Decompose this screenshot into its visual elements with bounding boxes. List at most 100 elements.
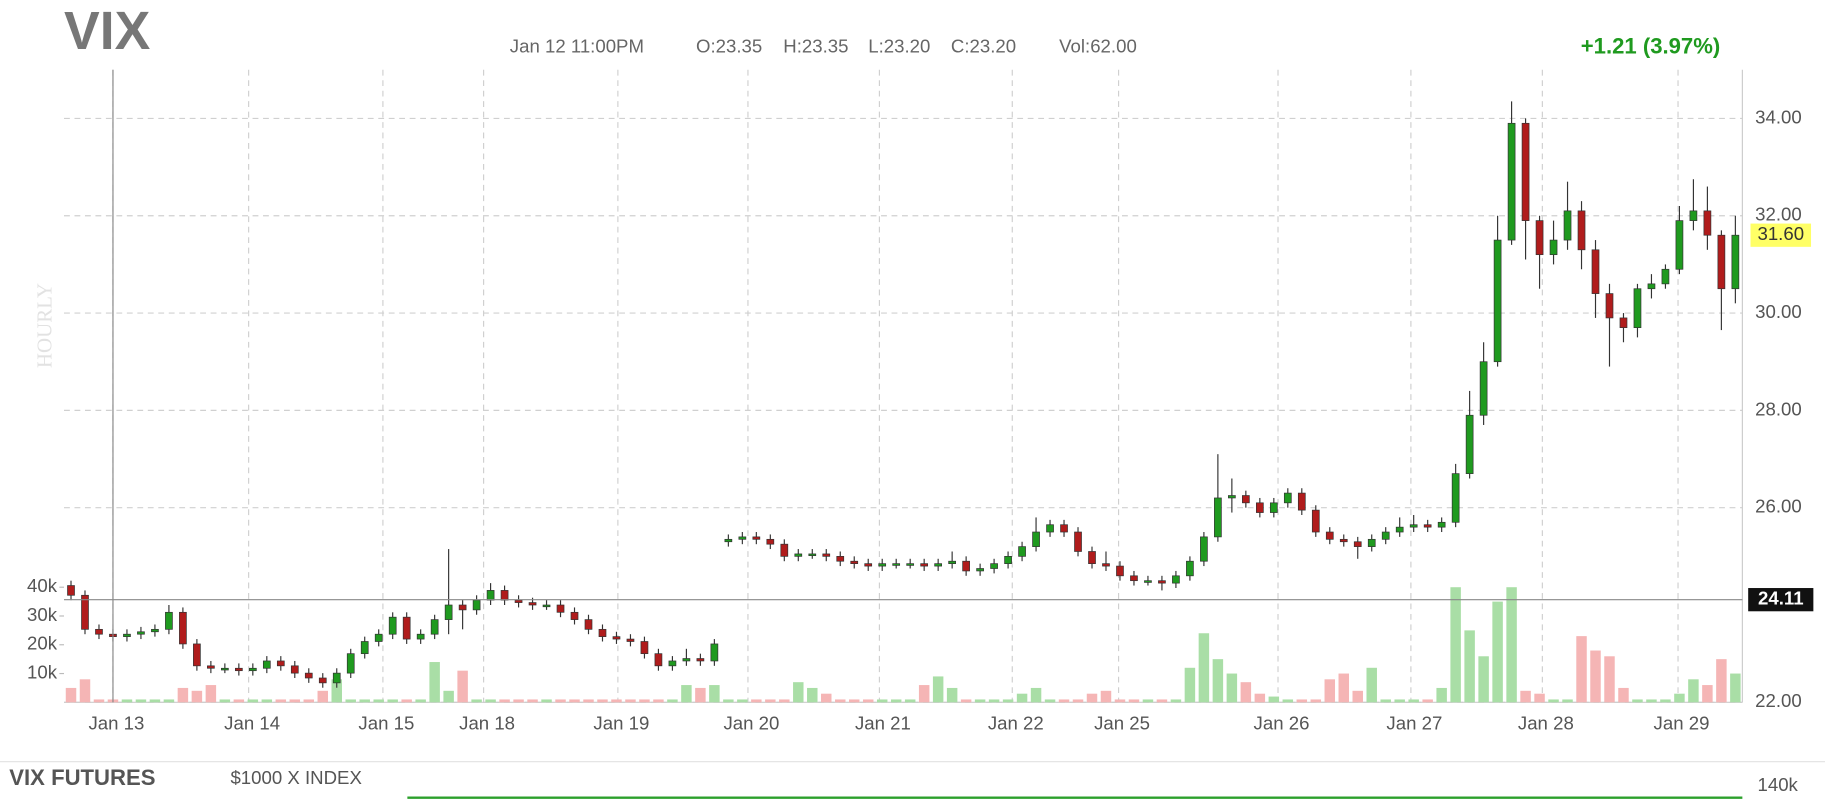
volume-bar bbox=[1030, 687, 1042, 703]
volume-bar bbox=[261, 699, 273, 703]
candle-body bbox=[738, 536, 747, 540]
volume-bar bbox=[1408, 699, 1419, 703]
volume-bar bbox=[1450, 587, 1461, 703]
interval-watermark: HOURLY bbox=[32, 283, 56, 368]
volume-bar bbox=[876, 699, 888, 703]
volume-bar bbox=[163, 699, 175, 703]
candle-body bbox=[374, 633, 383, 642]
volume-bar bbox=[1086, 693, 1098, 703]
x-tick-label: Jan 29 bbox=[1654, 712, 1710, 733]
candle-body bbox=[1074, 531, 1082, 552]
volume-bar bbox=[79, 679, 91, 703]
x-tick-label: Jan 26 bbox=[1254, 712, 1310, 733]
volume-bar bbox=[401, 699, 412, 703]
volume-bar bbox=[345, 699, 356, 703]
volume-bar bbox=[1520, 690, 1531, 703]
candle-body bbox=[598, 628, 607, 637]
volume-bar bbox=[653, 699, 664, 703]
volume-bar bbox=[1226, 673, 1238, 703]
candle-body bbox=[766, 538, 775, 545]
candle-body bbox=[81, 594, 89, 630]
candle-body bbox=[1283, 492, 1292, 504]
quote-close: C:23.20 bbox=[951, 36, 1016, 57]
candle-body bbox=[668, 660, 677, 667]
volume-bar bbox=[1380, 699, 1391, 703]
volume-bar bbox=[471, 699, 482, 703]
candle-body bbox=[1451, 473, 1460, 523]
volume-bar bbox=[233, 699, 245, 703]
candle-body bbox=[332, 672, 341, 684]
volume-bar bbox=[443, 690, 454, 703]
volume-bar bbox=[667, 699, 678, 703]
candle-body bbox=[1200, 536, 1208, 562]
volume-bar bbox=[1730, 673, 1741, 703]
crosshair-price-label: 24.11 bbox=[1758, 588, 1804, 609]
candle-body bbox=[276, 660, 285, 667]
candle-body bbox=[850, 560, 859, 564]
candle-body bbox=[262, 660, 271, 669]
y-tick-label: 22.00 bbox=[1755, 690, 1802, 711]
x-tick-label: Jan 22 bbox=[988, 712, 1044, 733]
volume-bar bbox=[1576, 636, 1587, 703]
candle-body bbox=[1633, 288, 1642, 329]
candle-body bbox=[248, 667, 257, 672]
volume-bar bbox=[932, 676, 944, 703]
candle-body bbox=[318, 677, 327, 684]
volume-bar bbox=[1688, 679, 1699, 703]
volume-bar bbox=[946, 687, 958, 703]
candle-body bbox=[458, 604, 467, 611]
candle-body bbox=[794, 553, 803, 557]
volume-bar bbox=[93, 699, 105, 703]
quote-low: L:23.20 bbox=[868, 36, 930, 57]
volume-bar bbox=[1072, 699, 1084, 703]
candle-body bbox=[1465, 414, 1474, 474]
candle-body bbox=[1032, 531, 1040, 547]
candle-body bbox=[221, 667, 229, 671]
volume-bar bbox=[1646, 699, 1657, 703]
candle-body bbox=[640, 641, 649, 655]
volume-bar bbox=[835, 699, 846, 703]
candle-body bbox=[1563, 210, 1572, 241]
volume-bar bbox=[639, 699, 650, 703]
candle-body bbox=[570, 611, 579, 620]
volume-bar bbox=[1716, 659, 1727, 703]
candle-body bbox=[1507, 122, 1516, 241]
x-tick-label: Jan 18 bbox=[459, 712, 515, 733]
volume-bar bbox=[848, 699, 860, 703]
volume-bar bbox=[1310, 699, 1322, 703]
volume-bar bbox=[177, 687, 189, 703]
volume-bar bbox=[135, 699, 147, 703]
volume-bar bbox=[583, 699, 594, 703]
candle-body bbox=[1717, 234, 1726, 290]
candle-body bbox=[822, 553, 831, 557]
candle-body bbox=[95, 628, 103, 635]
candle-body bbox=[1661, 268, 1670, 285]
volume-bar bbox=[862, 699, 874, 703]
volume-bar bbox=[681, 685, 692, 703]
candle-body bbox=[1353, 541, 1362, 547]
last-price-label: 31.60 bbox=[1757, 223, 1804, 244]
volume-tick-label: 30k bbox=[27, 604, 58, 625]
candle-body bbox=[1046, 524, 1054, 533]
candle-body bbox=[1242, 495, 1250, 504]
candle-body bbox=[962, 560, 970, 572]
volume-bar bbox=[1352, 690, 1363, 703]
candle-body bbox=[1130, 575, 1138, 582]
candle-body bbox=[1228, 495, 1236, 499]
volume-bar bbox=[541, 699, 552, 703]
candle-body bbox=[1381, 531, 1390, 540]
candle-body bbox=[486, 590, 495, 601]
candle-body bbox=[1018, 546, 1026, 557]
volume-bar bbox=[1590, 650, 1601, 703]
candle-body bbox=[1437, 521, 1446, 528]
volume-bar bbox=[457, 670, 468, 703]
volume-bar bbox=[807, 687, 818, 703]
candle-body bbox=[1619, 317, 1628, 329]
volume-bar bbox=[1534, 693, 1545, 703]
volume-bar bbox=[723, 699, 734, 703]
volume-bar bbox=[793, 682, 804, 703]
volume-bar bbox=[1674, 693, 1685, 703]
candle-body bbox=[696, 658, 705, 662]
candle-body bbox=[67, 585, 75, 596]
